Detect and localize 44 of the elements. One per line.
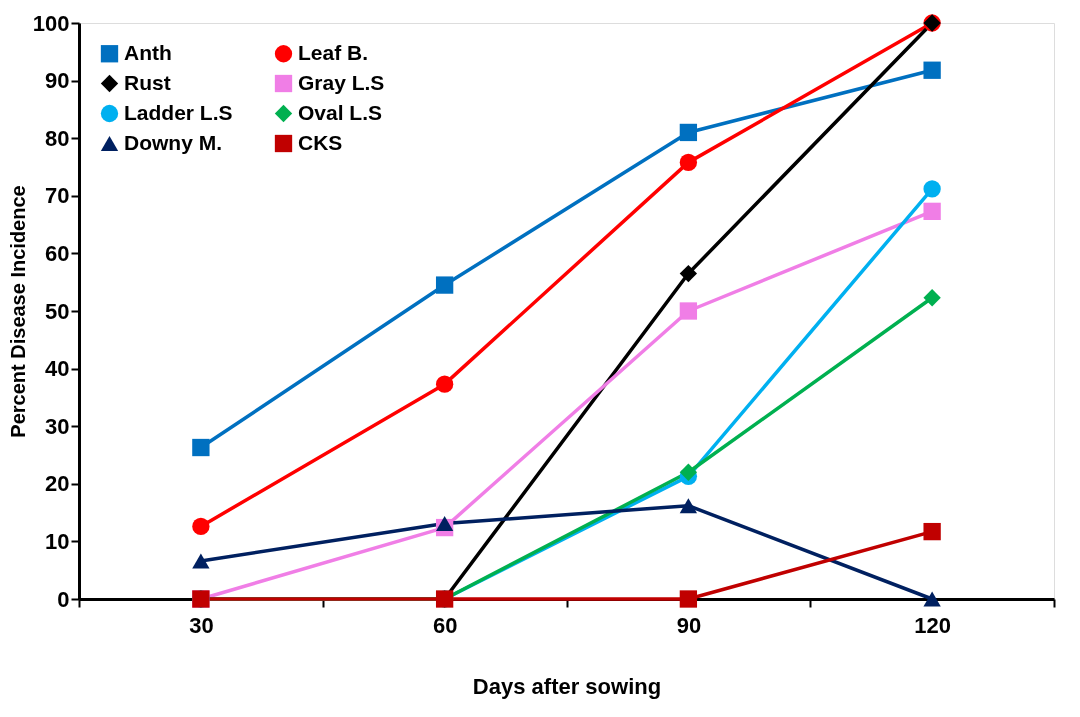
point xyxy=(923,202,941,221)
point xyxy=(192,553,210,569)
y-tick-label: 40 xyxy=(45,356,70,382)
legend-label: Downy M. xyxy=(124,130,222,154)
point xyxy=(679,463,698,481)
y-tick-label: 100 xyxy=(32,10,70,36)
legend-label: Gray L.S xyxy=(298,70,385,94)
y-tick-label: 60 xyxy=(45,240,70,266)
x-tick-label: 120 xyxy=(914,612,951,638)
point xyxy=(679,153,698,172)
point xyxy=(679,590,698,608)
y-tick-label: 30 xyxy=(45,413,70,439)
point xyxy=(679,264,698,283)
y-tick-label: 70 xyxy=(45,183,70,209)
y-tick-label: 0 xyxy=(57,586,70,612)
legend-label: Oval L.S xyxy=(298,100,383,124)
point xyxy=(192,438,210,457)
y-tick-label: 10 xyxy=(45,528,70,554)
legend-label: CKS xyxy=(298,130,343,154)
point xyxy=(923,289,941,307)
x-tick-label: 30 xyxy=(189,612,214,638)
point xyxy=(679,123,698,142)
point xyxy=(679,302,698,320)
x-tick-label: 60 xyxy=(432,612,458,638)
point xyxy=(923,591,941,607)
point xyxy=(192,517,210,536)
point xyxy=(923,522,941,541)
point xyxy=(923,180,941,198)
point xyxy=(679,498,698,514)
legend-label: Anth xyxy=(124,40,172,64)
legend-label: Rust xyxy=(124,70,171,94)
y-tick-label: 50 xyxy=(45,298,70,324)
y-axis-title: Percent Disease Incidence xyxy=(6,185,29,438)
y-tick-label: 20 xyxy=(45,471,70,497)
x-axis-title: Days after sowing xyxy=(472,673,662,699)
y-tick-label: 90 xyxy=(45,68,70,94)
point xyxy=(435,375,454,393)
point xyxy=(923,61,941,79)
legend-label: Leaf B. xyxy=(298,40,369,64)
y-tick-label: 80 xyxy=(45,125,70,151)
legend-label: Ladder L.S xyxy=(124,100,233,124)
point xyxy=(435,276,454,294)
point xyxy=(435,516,454,532)
x-tick-label: 90 xyxy=(676,612,702,638)
